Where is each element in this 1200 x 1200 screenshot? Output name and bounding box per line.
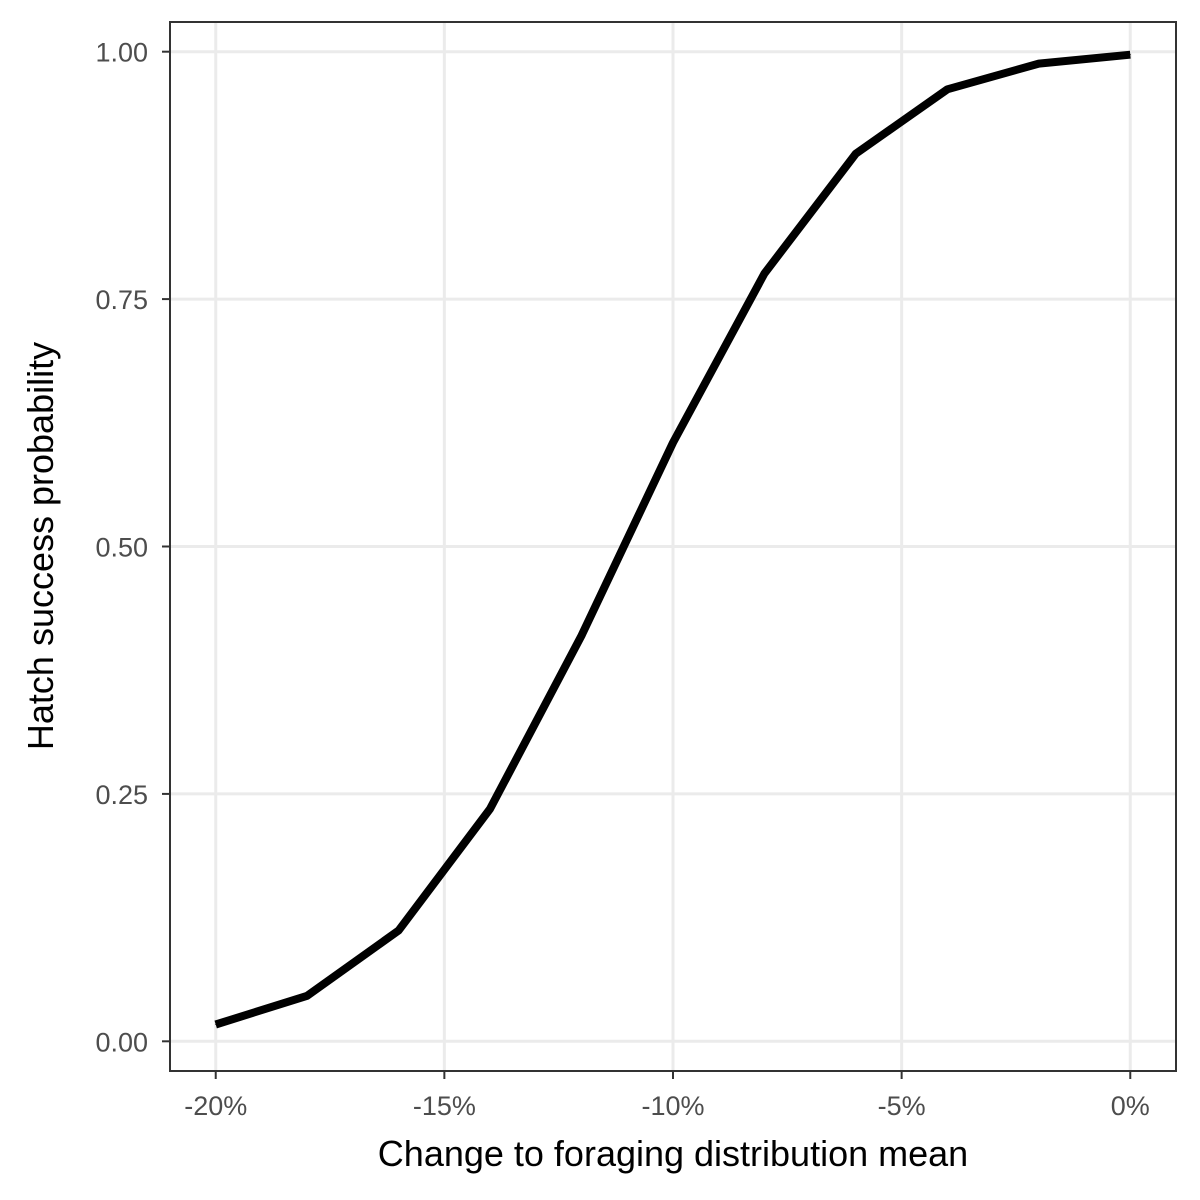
data-point bbox=[1129, 54, 1131, 56]
series-layer bbox=[214, 50, 1131, 1029]
data-point bbox=[946, 88, 948, 90]
x-tick-label: -5% bbox=[878, 1091, 926, 1121]
grid bbox=[170, 22, 1176, 1071]
x-tick-label: -10% bbox=[641, 1091, 704, 1121]
y-tick-label: 1.00 bbox=[95, 38, 148, 68]
y-axis-title: Hatch success probability bbox=[20, 342, 61, 750]
data-point bbox=[581, 635, 583, 637]
x-tick-label: -20% bbox=[184, 1091, 247, 1121]
y-tick-label: 0.50 bbox=[95, 533, 148, 563]
data-point bbox=[489, 808, 491, 810]
y-tick-label: 0.00 bbox=[95, 1027, 148, 1057]
data-point bbox=[215, 1023, 217, 1025]
data-point bbox=[855, 153, 857, 155]
y-tick-label: 0.25 bbox=[95, 780, 148, 810]
data-point bbox=[1038, 63, 1040, 65]
data-point bbox=[306, 995, 308, 997]
x-tick-label: -15% bbox=[413, 1091, 476, 1121]
data-point bbox=[398, 929, 400, 931]
x-tick-label: 0% bbox=[1111, 1091, 1150, 1121]
x-axis: -20% -15% -10% -5% 0% bbox=[184, 1071, 1150, 1121]
y-tick-label: 0.75 bbox=[95, 285, 148, 315]
x-axis-title: Change to foraging distribution mean bbox=[378, 1133, 968, 1174]
y-axis: 0.00 0.25 0.50 0.75 1.00 bbox=[95, 38, 170, 1057]
data-point bbox=[672, 442, 674, 444]
data-point bbox=[763, 272, 765, 274]
